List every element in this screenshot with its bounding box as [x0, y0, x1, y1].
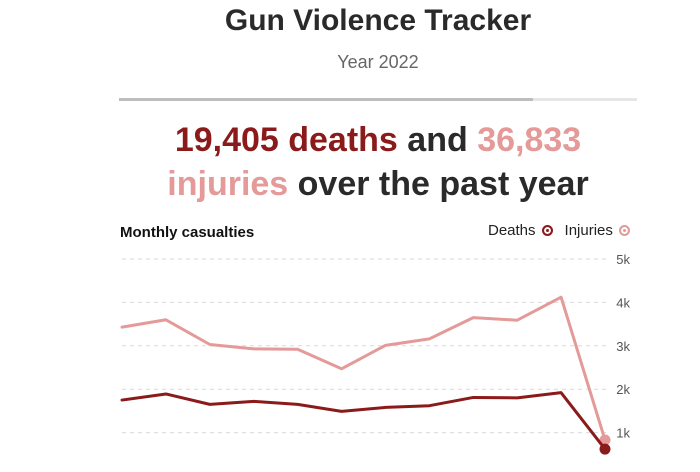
legend-dot-injuries-icon: [618, 225, 630, 236]
legend-dot-deaths-icon: [541, 225, 553, 236]
series-line-deaths: [120, 391, 607, 451]
headline-line-2: injuries over the past year: [0, 162, 700, 206]
summary-headline: 19,405 deaths and 36,833 injuries over t…: [0, 118, 700, 206]
y-tick-label-2k: 2k: [616, 382, 630, 397]
injuries-word: injuries: [167, 165, 289, 203]
progress-bar: [119, 98, 637, 101]
series-endpoint-injuries: [599, 434, 611, 446]
y-tick-label-5k: 5k: [616, 252, 630, 267]
headline-connector: and: [397, 121, 478, 159]
legend-label-injuries: Injuries: [564, 222, 613, 239]
chart-legend: Deaths Injuries: [476, 222, 630, 239]
headline-line-1: 19,405 deaths and 36,833: [0, 118, 700, 162]
progress-bar-fill: [119, 98, 534, 101]
legend-label-deaths: Deaths: [488, 222, 536, 239]
legend-item-injuries[interactable]: Injuries: [565, 222, 630, 239]
y-tick-label-1k: 1k: [616, 426, 630, 441]
injuries-total: 36,833: [477, 121, 582, 159]
y-tick-label-4k: 4k: [616, 295, 630, 310]
series-line-injuries: [120, 295, 607, 442]
headline-period: over the past year: [288, 165, 589, 203]
series-endpoint-deaths: [599, 443, 611, 455]
page-title: Gun Violence Tracker: [224, 4, 532, 37]
page-subtitle: Year 2022: [337, 52, 419, 72]
deaths-total: 19,405 deaths: [174, 121, 398, 159]
y-tick-label-3k: 3k: [616, 339, 630, 354]
legend-item-deaths[interactable]: Deaths: [488, 222, 553, 239]
chart-title: Monthly casualties: [120, 224, 255, 241]
